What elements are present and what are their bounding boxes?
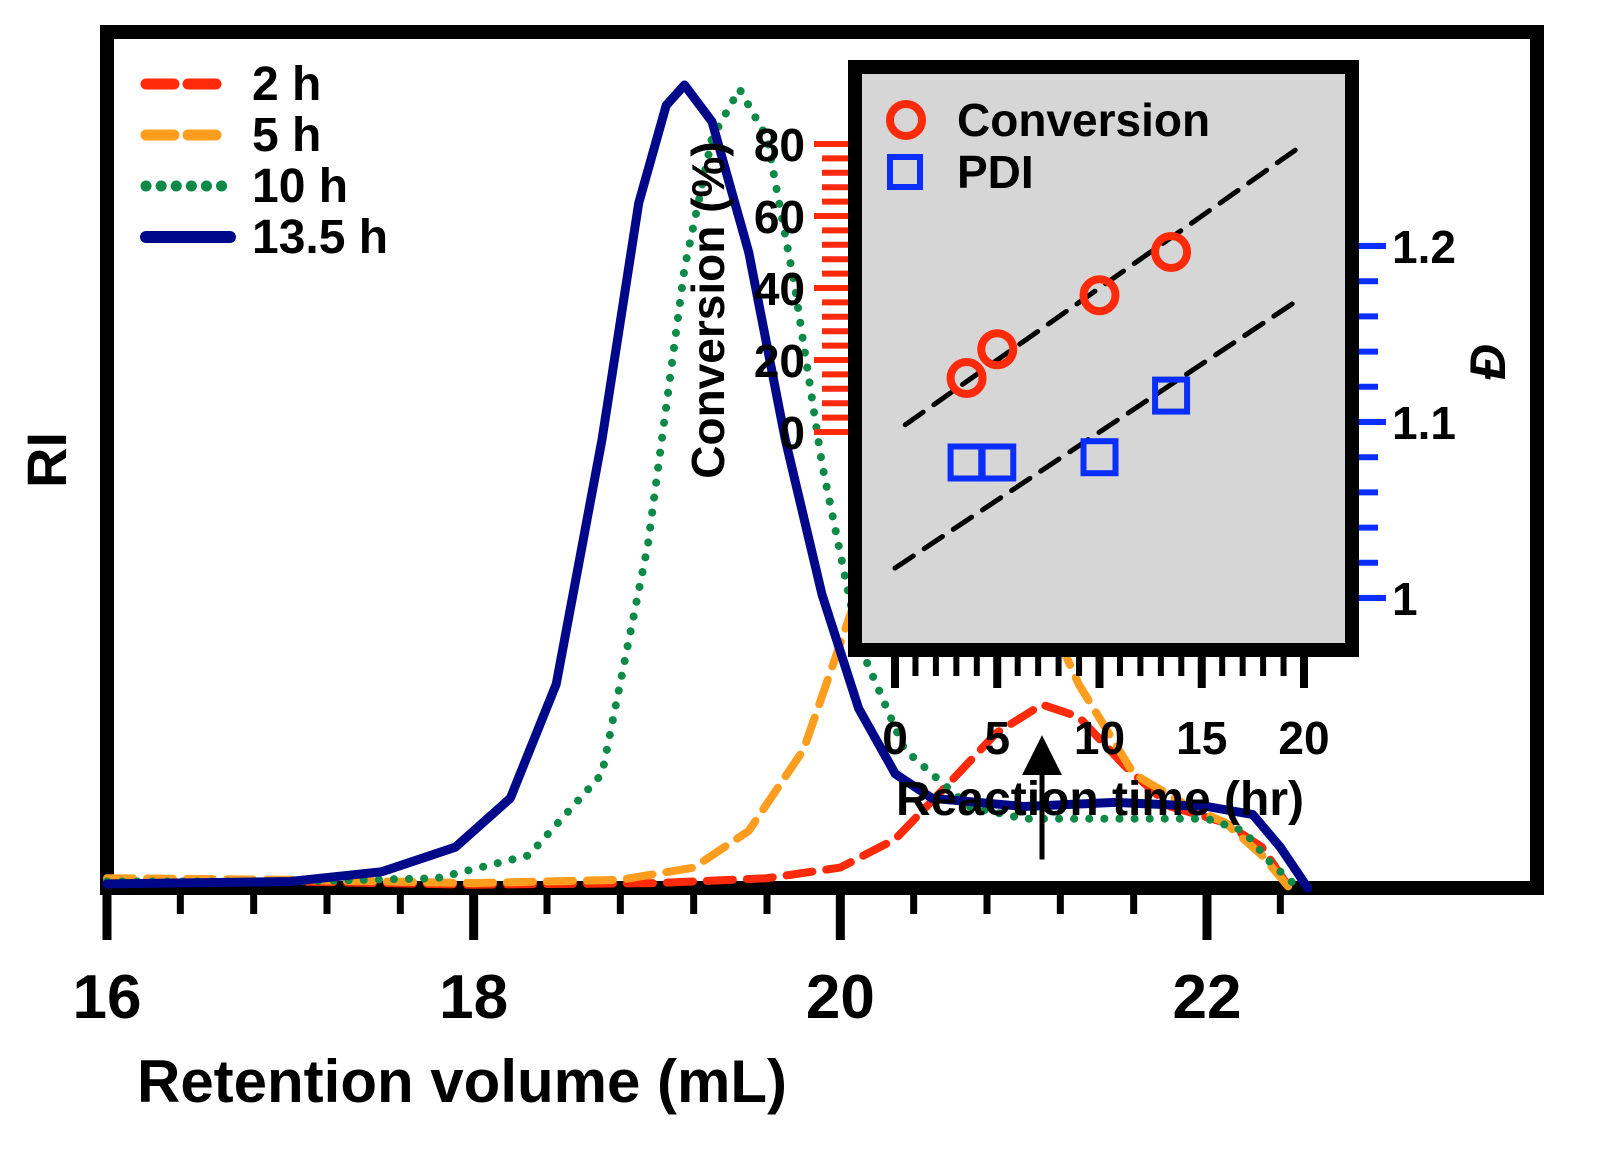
inset-legend-label-pdi: PDI <box>957 146 1034 198</box>
series-13-5-h-line <box>102 80 1313 893</box>
inset-y2-tick-label: 1.2 <box>1392 221 1456 273</box>
x-tick-label: 20 <box>806 963 875 1032</box>
inset-conversion-pdi-chart: 0 5 10 15 20 Reaction time (hr) 0 20 40 60 80 Conve… <box>682 60 1516 826</box>
x-tick-label: 22 <box>1173 963 1242 1032</box>
fit-line-conversion <box>902 141 1307 428</box>
inset-plot-frame <box>848 60 1359 657</box>
x-tick-label: 18 <box>439 963 508 1032</box>
main-gpc-chart: 16 18 20 22 Retention volume (mL) RI 2 h5 h10 … <box>15 25 1544 1115</box>
main-x-axis: 16 18 20 22 <box>73 888 1284 1032</box>
inset-legend-label-conversion: Conversion <box>957 94 1210 146</box>
inset-y-tick-label: 80 <box>754 119 805 171</box>
inset-x-tick-label: 10 <box>1074 712 1125 764</box>
fit-line-dispersity <box>892 296 1303 571</box>
x-axis-title: Retention volume (mL) <box>137 1048 787 1115</box>
inset-legend-swatch-conversion <box>886 100 926 140</box>
legend-label-10-h: 10 h <box>252 160 348 213</box>
legend-label-5-h: 5 h <box>252 109 321 162</box>
inset-legend-swatch-pdi <box>887 154 923 190</box>
inset-y-tick-label: 20 <box>754 335 805 387</box>
series-10-h-line <box>103 85 1303 892</box>
main-legend: 2 h5 h10 h13.5 h <box>140 58 388 264</box>
marker-pdi <box>1080 438 1119 477</box>
inset-y2-tick-label: 1.1 <box>1392 397 1456 449</box>
legend-label-13-5-h: 13.5 h <box>252 211 388 264</box>
inset-x-tick-label: 15 <box>1176 712 1227 764</box>
inset-y2-axis-dispersity: 1 1.1 1.2 <box>1359 221 1456 625</box>
inset-y-tick-label: 40 <box>754 263 805 315</box>
marker-pdi <box>1152 376 1191 415</box>
inset-x-axis: 0 5 10 15 20 <box>882 657 1330 764</box>
marker-conversion <box>1079 275 1120 316</box>
inset-y-tick-label: 60 <box>754 191 805 243</box>
marker-conversion <box>977 329 1018 370</box>
inset-x-tick-label: 20 <box>1278 712 1329 764</box>
inset-x-tick-label: 0 <box>882 712 908 764</box>
inset-y-axis-title: Conversion (%) <box>682 141 734 478</box>
inset-y2-tick-label: 1 <box>1392 573 1418 625</box>
y-axis-title: RI <box>15 432 78 488</box>
inset-y2-axis-title: Đ <box>1460 344 1516 380</box>
marker-conversion <box>1151 232 1192 272</box>
inset-x-axis-title: Reaction time (hr) <box>896 773 1304 826</box>
inset-x-tick-label: 5 <box>984 712 1010 764</box>
x-tick-label: 16 <box>73 963 142 1032</box>
marker-conversion <box>946 358 987 398</box>
inset-y-axis-conversion: 0 20 40 60 80 <box>754 119 848 459</box>
inset-y-tick-label: 0 <box>779 407 805 459</box>
main-plot-frame <box>100 25 1544 895</box>
legend-label-2-h: 2 h <box>252 58 321 111</box>
marker-pdi <box>978 443 1017 482</box>
